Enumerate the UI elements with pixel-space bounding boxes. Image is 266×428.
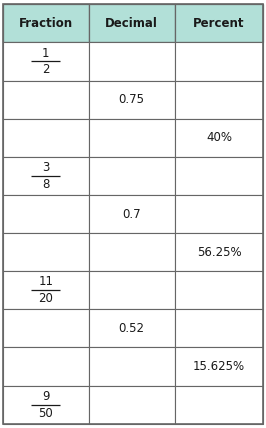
Text: 2: 2 [42, 63, 49, 76]
Bar [175, 309, 263, 348]
Text: Decimal: Decimal [105, 17, 158, 30]
Bar [89, 348, 175, 386]
Text: 50: 50 [38, 407, 53, 419]
Bar [3, 309, 89, 348]
Text: 56.25%: 56.25% [197, 246, 241, 259]
Text: 0.75: 0.75 [119, 93, 145, 106]
Bar [175, 348, 263, 386]
Bar [175, 4, 263, 42]
Bar [175, 386, 263, 424]
Bar [3, 80, 89, 119]
Bar [89, 42, 175, 80]
Bar [89, 80, 175, 119]
Text: 15.625%: 15.625% [193, 360, 245, 373]
Text: 11: 11 [38, 275, 53, 288]
Bar [89, 157, 175, 195]
Bar [89, 119, 175, 157]
Bar [3, 42, 89, 80]
Bar [3, 195, 89, 233]
Text: 8: 8 [42, 178, 49, 191]
Bar [89, 386, 175, 424]
Bar [3, 119, 89, 157]
Bar [3, 4, 89, 42]
Text: 0.52: 0.52 [119, 322, 145, 335]
Text: 40%: 40% [206, 131, 232, 144]
Bar [89, 195, 175, 233]
Text: 1: 1 [42, 47, 49, 59]
Bar [3, 157, 89, 195]
Text: 20: 20 [38, 292, 53, 305]
Text: Fraction: Fraction [19, 17, 73, 30]
Bar [175, 119, 263, 157]
Bar [89, 233, 175, 271]
Bar [3, 233, 89, 271]
Bar [175, 271, 263, 309]
Bar [175, 42, 263, 80]
Bar [175, 157, 263, 195]
Bar [3, 386, 89, 424]
Text: Percent: Percent [193, 17, 245, 30]
Bar [89, 309, 175, 348]
Text: 3: 3 [42, 161, 49, 174]
Text: 0.7: 0.7 [122, 208, 141, 220]
Bar [89, 271, 175, 309]
Bar [175, 195, 263, 233]
Bar [89, 4, 175, 42]
Text: 9: 9 [42, 390, 49, 403]
Bar [175, 233, 263, 271]
Bar [3, 271, 89, 309]
Bar [175, 80, 263, 119]
Bar [3, 348, 89, 386]
